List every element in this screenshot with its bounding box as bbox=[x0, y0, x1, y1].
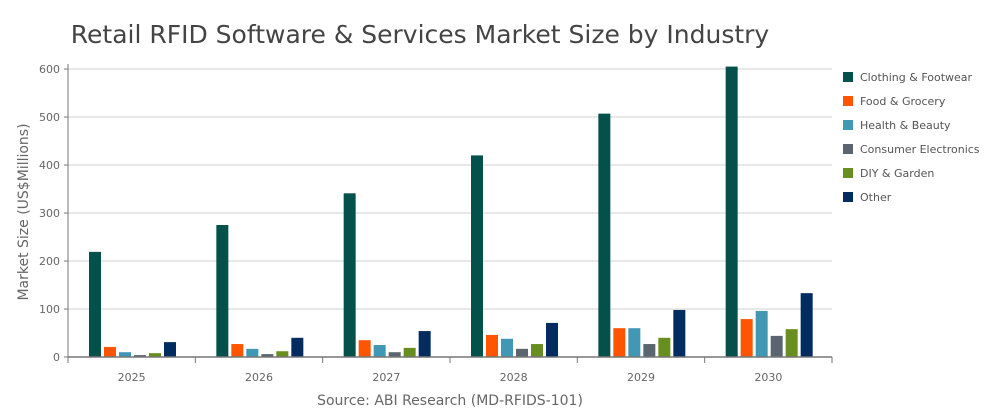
y-axis-label: Market Size (US$Millions) bbox=[16, 123, 32, 300]
bar bbox=[388, 352, 401, 357]
bar bbox=[164, 342, 176, 357]
bar bbox=[418, 331, 431, 357]
bar bbox=[403, 347, 416, 357]
legend-label: Clothing & Footwear bbox=[860, 71, 973, 84]
bar bbox=[740, 319, 753, 357]
bar bbox=[643, 344, 656, 357]
bar bbox=[516, 348, 528, 357]
bar bbox=[725, 66, 738, 357]
y-tick-label: 100 bbox=[39, 303, 60, 316]
bar bbox=[231, 344, 244, 357]
legend-swatch bbox=[843, 144, 853, 154]
bar bbox=[800, 293, 813, 357]
bar bbox=[501, 338, 513, 357]
bar bbox=[104, 346, 116, 357]
bar bbox=[261, 354, 274, 357]
bar bbox=[358, 340, 371, 357]
bar bbox=[785, 329, 798, 357]
bar bbox=[343, 193, 356, 357]
y-tick-label: 200 bbox=[39, 255, 60, 268]
y-tick-label: 600 bbox=[39, 63, 60, 76]
x-axis-label: Source: ABI Research (MD-RFIDS-101) bbox=[317, 393, 583, 409]
legend-label: Health & Beauty bbox=[860, 119, 951, 132]
bar bbox=[134, 355, 146, 357]
bar bbox=[149, 353, 161, 357]
bar bbox=[291, 337, 304, 357]
bar bbox=[373, 345, 386, 357]
bar bbox=[546, 322, 558, 357]
bar bbox=[246, 348, 259, 357]
legend-swatch bbox=[843, 96, 853, 106]
x-tick-label: 2025 bbox=[118, 371, 146, 384]
bar bbox=[628, 328, 641, 357]
y-tick-label: 300 bbox=[39, 207, 60, 220]
bar bbox=[613, 328, 626, 357]
x-tick-label: 2026 bbox=[245, 371, 273, 384]
y-tick-label: 0 bbox=[53, 351, 60, 364]
legend-swatch bbox=[843, 168, 853, 178]
legend-swatch bbox=[843, 120, 853, 130]
legend-swatch bbox=[843, 192, 853, 202]
legend-swatch bbox=[843, 72, 853, 82]
bar bbox=[658, 337, 671, 357]
x-tick-label: 2027 bbox=[372, 371, 400, 384]
bar bbox=[598, 113, 611, 357]
bar bbox=[531, 344, 543, 357]
chart-title: Retail RFID Software & Services Market S… bbox=[71, 20, 770, 49]
legend-label: DIY & Garden bbox=[860, 167, 934, 180]
bar bbox=[770, 335, 783, 357]
bar bbox=[673, 309, 686, 357]
bar bbox=[276, 351, 289, 357]
legend-label: Other bbox=[860, 191, 892, 204]
legend-label: Food & Grocery bbox=[860, 95, 946, 108]
y-tick-label: 400 bbox=[39, 159, 60, 172]
y-tick-label: 500 bbox=[39, 111, 60, 124]
bar bbox=[216, 225, 229, 357]
x-tick-label: 2030 bbox=[754, 371, 782, 384]
bar bbox=[755, 310, 768, 357]
bar bbox=[119, 352, 131, 357]
legend-label: Consumer Electronics bbox=[860, 143, 980, 156]
bar bbox=[89, 251, 101, 357]
bar bbox=[486, 334, 498, 357]
x-tick-label: 2029 bbox=[627, 371, 655, 384]
bar bbox=[471, 155, 483, 357]
x-tick-label: 2028 bbox=[500, 371, 528, 384]
